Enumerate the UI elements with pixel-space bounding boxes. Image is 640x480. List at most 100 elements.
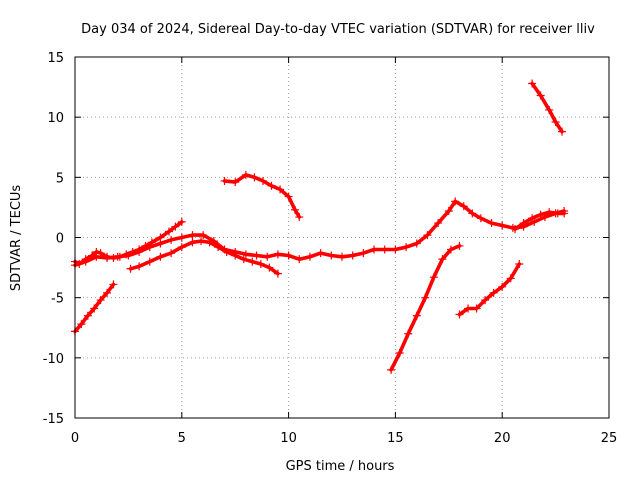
data-point	[391, 245, 400, 254]
series-arc-6	[220, 170, 304, 222]
grid-lines	[75, 57, 609, 418]
data-point	[177, 217, 186, 226]
series-arc-7	[528, 79, 567, 136]
data-point	[446, 245, 455, 254]
x-tick-label: 0	[71, 431, 79, 446]
data-point	[434, 219, 443, 228]
x-tick-label: 10	[280, 431, 297, 446]
data-point	[429, 273, 438, 282]
x-tick-label: 25	[601, 431, 618, 446]
data-point	[528, 214, 537, 223]
data-point	[135, 262, 144, 271]
data-point	[459, 202, 468, 211]
data-point	[395, 349, 404, 358]
series-arc-9	[455, 259, 524, 319]
data-point	[380, 245, 389, 254]
data-point	[545, 208, 554, 217]
data-point	[124, 251, 133, 260]
data-point	[519, 219, 528, 228]
data-point	[558, 127, 567, 136]
data-point	[267, 181, 276, 190]
y-tick-label: 10	[47, 111, 64, 126]
x-axis-label: GPS time / hours	[286, 459, 395, 474]
chart-title: Day 034 of 2024, Sidereal Day-to-day VTE…	[81, 22, 595, 37]
data-point	[92, 252, 101, 261]
data-point	[338, 252, 346, 261]
data-point	[412, 239, 421, 248]
data-point	[545, 105, 554, 114]
data-point	[109, 280, 118, 289]
data-point	[156, 252, 165, 261]
data-point	[145, 257, 154, 266]
series-line	[530, 81, 564, 134]
data-point	[126, 264, 135, 273]
data-point	[250, 173, 259, 182]
data-point	[455, 241, 464, 250]
data-point	[167, 235, 176, 244]
y-tick-label: 0	[56, 232, 64, 247]
data-point	[220, 176, 229, 185]
axis-ticks: 0 5 10 15 20 25 -15 -10 -5 0 5 10 15	[43, 51, 618, 446]
data-point	[231, 247, 240, 256]
data-point	[199, 231, 208, 240]
data-point	[295, 255, 304, 264]
data-point	[103, 253, 112, 262]
data-point	[83, 311, 92, 320]
data-point	[81, 257, 90, 266]
data-point	[468, 209, 477, 218]
data-point	[77, 320, 86, 329]
data-point	[156, 239, 165, 248]
data-point	[209, 237, 218, 246]
y-tick-label: 15	[47, 51, 64, 66]
data-point	[258, 176, 267, 185]
data-point	[515, 259, 524, 268]
data-point	[241, 170, 250, 179]
data-point	[96, 296, 105, 305]
data-point	[444, 207, 453, 216]
data-point	[164, 227, 173, 236]
data-point	[188, 238, 197, 247]
data-point	[276, 185, 285, 194]
data-point	[438, 255, 447, 264]
series-line	[389, 244, 462, 372]
data-point	[472, 304, 481, 313]
data-point	[464, 304, 473, 313]
data-point	[489, 288, 498, 297]
data-point	[506, 274, 515, 283]
data-point	[145, 243, 154, 252]
data-point	[284, 192, 293, 201]
data-point	[455, 310, 464, 319]
data-point	[284, 251, 293, 260]
data-point	[248, 257, 257, 266]
data-point	[241, 250, 250, 259]
series-line	[73, 199, 566, 267]
data-point	[387, 365, 396, 374]
data-point	[316, 249, 325, 258]
data-point	[113, 252, 122, 261]
y-tick-label: -5	[51, 292, 64, 307]
data-point	[177, 233, 186, 242]
data-point	[402, 243, 411, 252]
data-point	[498, 282, 507, 291]
series-arc-1	[71, 280, 118, 336]
data-point	[536, 210, 545, 219]
data-point	[90, 304, 99, 313]
data-point	[451, 197, 460, 206]
y-tick-label: -15	[43, 412, 64, 427]
series-line	[222, 173, 302, 219]
data-point	[370, 245, 379, 254]
data-point	[265, 263, 274, 272]
data-point	[135, 247, 144, 256]
data-series	[71, 79, 569, 374]
data-point	[295, 213, 304, 222]
data-point	[421, 293, 430, 302]
data-point	[252, 251, 261, 260]
y-tick-label: -10	[43, 352, 64, 367]
data-point	[239, 255, 248, 264]
data-point	[273, 269, 282, 278]
data-point	[188, 231, 197, 240]
data-point	[498, 221, 507, 230]
data-point	[551, 117, 560, 126]
data-point	[348, 251, 357, 260]
